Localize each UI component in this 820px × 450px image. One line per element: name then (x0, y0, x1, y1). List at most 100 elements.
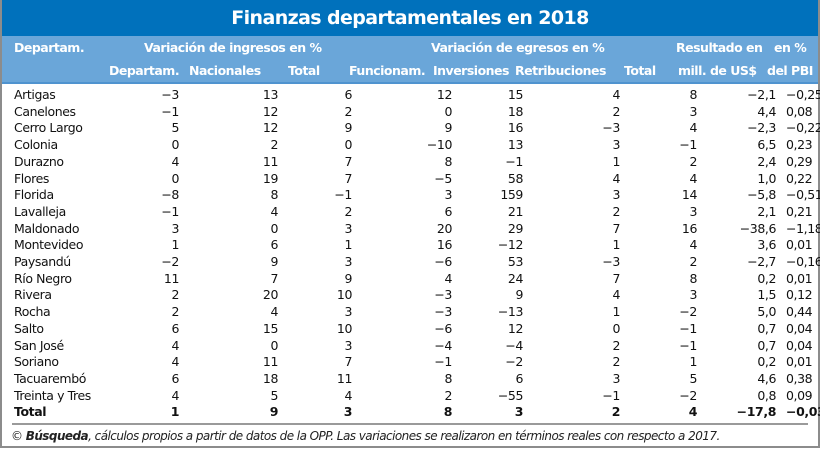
header-pbi-line1: en % (774, 40, 807, 55)
cell-egresos-retribuciones: −3 (602, 254, 620, 270)
cell-egresos-total: −2 (679, 387, 697, 403)
cell-egresos-funcionam: −1 (434, 354, 452, 370)
cell-egresos-retribuciones: 2 (612, 354, 620, 370)
cell-egresos-inversiones: 24 (507, 270, 524, 286)
cell-ingresos-total: 11 (336, 370, 353, 386)
cell-egresos-retribuciones: 7 (612, 270, 620, 286)
cell-resultado-musd: −5,8 (747, 187, 776, 203)
cell-egresos-inversiones: 15 (507, 87, 524, 102)
cell-egresos-inversiones: 12 (507, 320, 524, 336)
cell-resultado-musd: 0,7 (757, 337, 776, 353)
cell-egresos-total: 2 (689, 254, 697, 270)
cell-ingresos-departam: −1 (161, 103, 179, 119)
table-row: Soriano 4 11 7 −1 −2 2 1 0,2 0,01 (2, 354, 818, 371)
header-eg-funcionam: Funcionam. (349, 63, 426, 78)
cell-egresos-funcionam: 6 (444, 203, 452, 219)
cell-egresos-funcionam: −10 (426, 137, 453, 153)
cell-pct-pbi: 0,09 (786, 387, 813, 403)
cell-pct-pbi: 0,44 (786, 304, 813, 320)
header-group-ingresos: Variación de ingresos en % (144, 40, 322, 55)
table-row: Florida −8 8 −1 3 159 3 14 −5,8 −0,51 (2, 187, 820, 204)
cell-ingresos-departam: 4 (171, 153, 179, 169)
cell-egresos-funcionam: −3 (434, 287, 452, 303)
cell-pct-pbi: −1,18 (786, 220, 820, 236)
cell-pct-pbi: −0,16 (786, 254, 820, 270)
cell-egresos-retribuciones: 2 (612, 337, 620, 353)
table-row: Lavalleja −1 4 2 6 21 2 3 2,1 0,21 (2, 204, 818, 221)
department-name: Tacuarembó (14, 370, 86, 386)
department-name: Canelones (14, 103, 76, 119)
cell-ingresos-nacionales: 4 (270, 304, 278, 320)
department-name: Salto (14, 320, 44, 336)
department-name: Paysandú (14, 254, 71, 270)
header-ing-total: Total (288, 63, 320, 78)
cell-pct-pbi: 0,04 (786, 337, 813, 353)
cell-egresos-retribuciones: 2 (612, 103, 620, 119)
header-ing-departam: Departam. (109, 63, 180, 78)
cell-ingresos-total: 1 (344, 237, 352, 253)
cell-egresos-funcionam: 8 (443, 404, 453, 420)
cell-egresos-funcionam: 2 (444, 387, 452, 403)
table-row: Artigas −3 13 6 12 15 4 8 −2,1 −0,25 (2, 87, 820, 104)
department-name: Total (14, 404, 47, 420)
table-row: Tacuarembó 6 18 11 8 6 3 5 4,6 0,38 (2, 371, 818, 388)
cell-egresos-funcionam: 12 (436, 87, 453, 102)
cell-ingresos-nacionales: 9 (270, 254, 278, 270)
cell-ingresos-total: 9 (344, 270, 352, 286)
cell-ingresos-total: 3 (344, 337, 352, 353)
cell-egresos-retribuciones: 2 (612, 203, 620, 219)
header-departamento: Departam. (14, 40, 85, 55)
cell-egresos-retribuciones: 1 (612, 237, 620, 253)
cell-resultado-musd: −2,7 (747, 254, 776, 270)
cell-ingresos-total: 4 (344, 387, 352, 403)
table-row: Rivera 2 20 10 −3 9 4 3 1,5 0,12 (2, 287, 818, 304)
table-row: Cerro Largo 5 12 9 9 16 −3 4 −2,3 −0,22 (2, 120, 820, 137)
cell-egresos-total: 5 (689, 370, 697, 386)
cell-ingresos-departam: 0 (171, 170, 179, 186)
department-name: San José (14, 337, 64, 353)
cell-resultado-musd: 0,7 (757, 320, 776, 336)
cell-egresos-total: 3 (689, 103, 697, 119)
department-name: Cerro Largo (14, 120, 83, 136)
cell-egresos-inversiones: −2 (505, 354, 523, 370)
cell-egresos-funcionam: −6 (434, 254, 452, 270)
cell-ingresos-departam: −2 (161, 254, 179, 270)
department-name: Rocha (14, 304, 51, 320)
department-name: Florida (14, 187, 54, 203)
department-name: Río Negro (14, 270, 72, 286)
cell-ingresos-nacionales: 9 (269, 404, 279, 420)
table-row: Treinta y Tres 4 5 4 2 −55 −1 −2 0,8 0,09 (2, 388, 818, 405)
cell-egresos-total: 16 (681, 220, 698, 236)
cell-ingresos-departam: 4 (171, 354, 179, 370)
cell-ingresos-nacionales: 12 (262, 120, 279, 136)
source-footnote: © Búsqueda, cálculos propios a partir de… (2, 425, 818, 443)
cell-egresos-inversiones: −55 (497, 387, 524, 403)
source-name: Búsqueda (25, 429, 89, 444)
cell-ingresos-total: 10 (336, 320, 353, 336)
cell-ingresos-departam: 1 (170, 404, 180, 420)
cell-ingresos-nacionales: 11 (262, 153, 279, 169)
table-row: Colonia 0 2 0 −10 13 3 −1 6,5 0,23 (2, 137, 818, 154)
cell-egresos-total: 4 (689, 237, 697, 253)
table-row: Río Negro 11 7 9 4 24 7 8 0,2 0,01 (2, 271, 818, 288)
cell-egresos-funcionam: 8 (444, 370, 452, 386)
cell-ingresos-total: 3 (344, 220, 352, 236)
table-row: Maldonado 3 0 3 20 29 7 16 −38,6 −1,18 (2, 220, 820, 238)
cell-egresos-retribuciones: 1 (612, 304, 620, 320)
cell-pct-pbi: −0,51 (786, 187, 820, 203)
cell-egresos-inversiones: 18 (507, 103, 524, 119)
cell-ingresos-departam: 11 (163, 270, 180, 286)
cell-ingresos-departam: 4 (171, 337, 179, 353)
cell-ingresos-total: 0 (344, 137, 352, 153)
cell-egresos-retribuciones: 3 (612, 137, 620, 153)
department-name: Flores (14, 170, 49, 186)
cell-ingresos-nacionales: 11 (262, 354, 279, 370)
cell-egresos-inversiones: 53 (507, 254, 524, 270)
cell-egresos-funcionam: 16 (436, 237, 453, 253)
cell-egresos-inversiones: −13 (497, 304, 524, 320)
cell-ingresos-total: −1 (334, 187, 352, 203)
cell-resultado-musd: 0,2 (757, 270, 776, 286)
table-title: Finanzas departamentales en 2018 (2, 0, 818, 36)
cell-ingresos-nacionales: 13 (262, 87, 279, 102)
cell-ingresos-total: 3 (344, 254, 352, 270)
